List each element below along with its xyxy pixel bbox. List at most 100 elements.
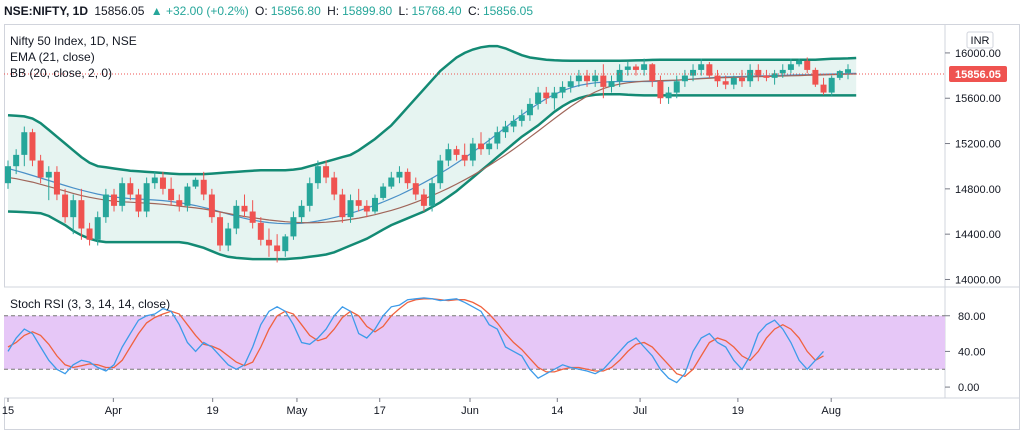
candle-body: [429, 183, 436, 206]
candle-body: [551, 92, 558, 99]
candle-body: [290, 217, 297, 237]
candle-body: [29, 132, 36, 161]
candle-body: [665, 92, 672, 99]
candle-body: [624, 66, 631, 70]
candle-body: [274, 245, 281, 252]
candle-body: [796, 60, 803, 65]
candle-body: [698, 64, 705, 70]
candle-body: [510, 120, 517, 127]
candle-body: [21, 132, 28, 155]
candle-body: [217, 217, 224, 246]
candle-body: [641, 64, 648, 70]
stoch-k-line: [7, 297, 824, 384]
price-tag: 15856.05: [955, 69, 1001, 81]
candle-body: [200, 179, 207, 195]
time-tick-label: 17: [374, 405, 386, 417]
candle-body: [37, 160, 44, 178]
time-tick-label: Apr: [105, 405, 122, 417]
candle-body: [575, 75, 582, 82]
time-tick-label: 14: [551, 405, 563, 417]
candle-body: [412, 183, 419, 195]
candle-body: [192, 179, 199, 187]
osc-tick-label: 80.00: [958, 311, 986, 323]
candle-body: [380, 186, 387, 198]
high-label: H:: [327, 4, 340, 18]
candle-body: [714, 75, 721, 82]
time-tick-label: 19: [732, 405, 744, 417]
candle-body: [738, 77, 745, 82]
candle-body: [176, 200, 183, 206]
candle-body: [771, 73, 778, 78]
candle-body: [159, 177, 166, 189]
legend-stoch-rsi[interactable]: Stoch RSI (3, 3, 14, 14, close): [10, 297, 171, 311]
main-legend: Nifty 50 Index, 1D, NSE EMA (21, close) …: [10, 33, 137, 81]
candle-body: [478, 143, 485, 150]
chart-frame: [4, 24, 1020, 430]
time-tick-label: May: [287, 405, 308, 417]
candle-body: [845, 69, 851, 73]
time-tick-label: Jun: [461, 405, 479, 417]
candle-body: [486, 143, 493, 150]
time-tick-label: Aug: [821, 405, 841, 417]
candle-body: [494, 132, 501, 144]
candle-body: [151, 177, 158, 184]
price-tag-bg: [949, 66, 1007, 82]
price-tick-label: 14000.00: [955, 274, 1001, 286]
candle-body: [730, 77, 737, 85]
candle-body: [94, 217, 101, 240]
candle-body: [608, 81, 615, 87]
bb-upper-line: [7, 44, 857, 176]
candle-body: [518, 115, 525, 121]
candle-body: [526, 103, 533, 116]
candle-body: [396, 171, 403, 178]
high-value: 15899.80: [342, 4, 393, 18]
candle-body: [502, 126, 509, 133]
candle-body: [143, 183, 150, 212]
legend-ema[interactable]: EMA (21, close): [10, 50, 95, 64]
candle-body: [306, 183, 313, 206]
candle-body: [70, 200, 77, 218]
candle-body: [208, 194, 215, 218]
candle-body: [339, 194, 346, 218]
last-price: 15856.05: [94, 4, 145, 18]
candle-body: [314, 166, 321, 184]
legend-bb[interactable]: BB (20, close, 2, 0): [10, 66, 113, 80]
stoch-band: [4, 315, 945, 370]
close-value: 15856.05: [482, 4, 534, 18]
candle-body: [78, 200, 85, 229]
low-value: 15768.40: [411, 4, 462, 18]
open-value: 15856.80: [270, 4, 321, 18]
currency-box[interactable]: [966, 31, 994, 49]
candle-body: [225, 228, 232, 246]
candle-body: [13, 154, 20, 167]
time-axis: 15 Apr 19 May 17 Jun 14 Jul 19 Aug: [2, 398, 841, 417]
candle-body: [755, 69, 762, 76]
candle-body: [86, 228, 93, 240]
osc-legend: Stoch RSI (3, 3, 14, 14, close): [10, 296, 170, 312]
close-label: C:: [467, 4, 480, 18]
symbol-label[interactable]: NSE:NIFTY, 1D: [4, 4, 89, 18]
candle-body: [53, 171, 60, 195]
candle-body: [722, 81, 729, 85]
symbol-header: NSE:NIFTY, 1D 15856.05 ▲ +32.00 (+0.2%) …: [0, 0, 1024, 22]
candle-body: [649, 64, 656, 82]
price-tick-label: 14800.00: [955, 184, 1001, 196]
price-tick-label: 15600.00: [955, 93, 1001, 105]
candle-body: [45, 171, 52, 178]
candle-body: [298, 205, 305, 218]
candle-body: [763, 75, 770, 78]
candle-body: [584, 75, 591, 82]
candles: [5, 57, 851, 263]
candle-body: [616, 69, 623, 82]
candle-body: [363, 205, 370, 212]
osc-tick-label: 0.00: [958, 382, 979, 394]
legend-symbol[interactable]: Nifty 50 Index, 1D, NSE: [10, 34, 137, 48]
candle-body: [323, 166, 330, 178]
osc-tick-label: 40.00: [958, 346, 986, 358]
candle-body: [233, 205, 240, 229]
time-tick-label: Jul: [633, 405, 647, 417]
candle-body: [567, 81, 574, 87]
candle-body: [135, 194, 142, 212]
candle-body: [673, 81, 680, 93]
